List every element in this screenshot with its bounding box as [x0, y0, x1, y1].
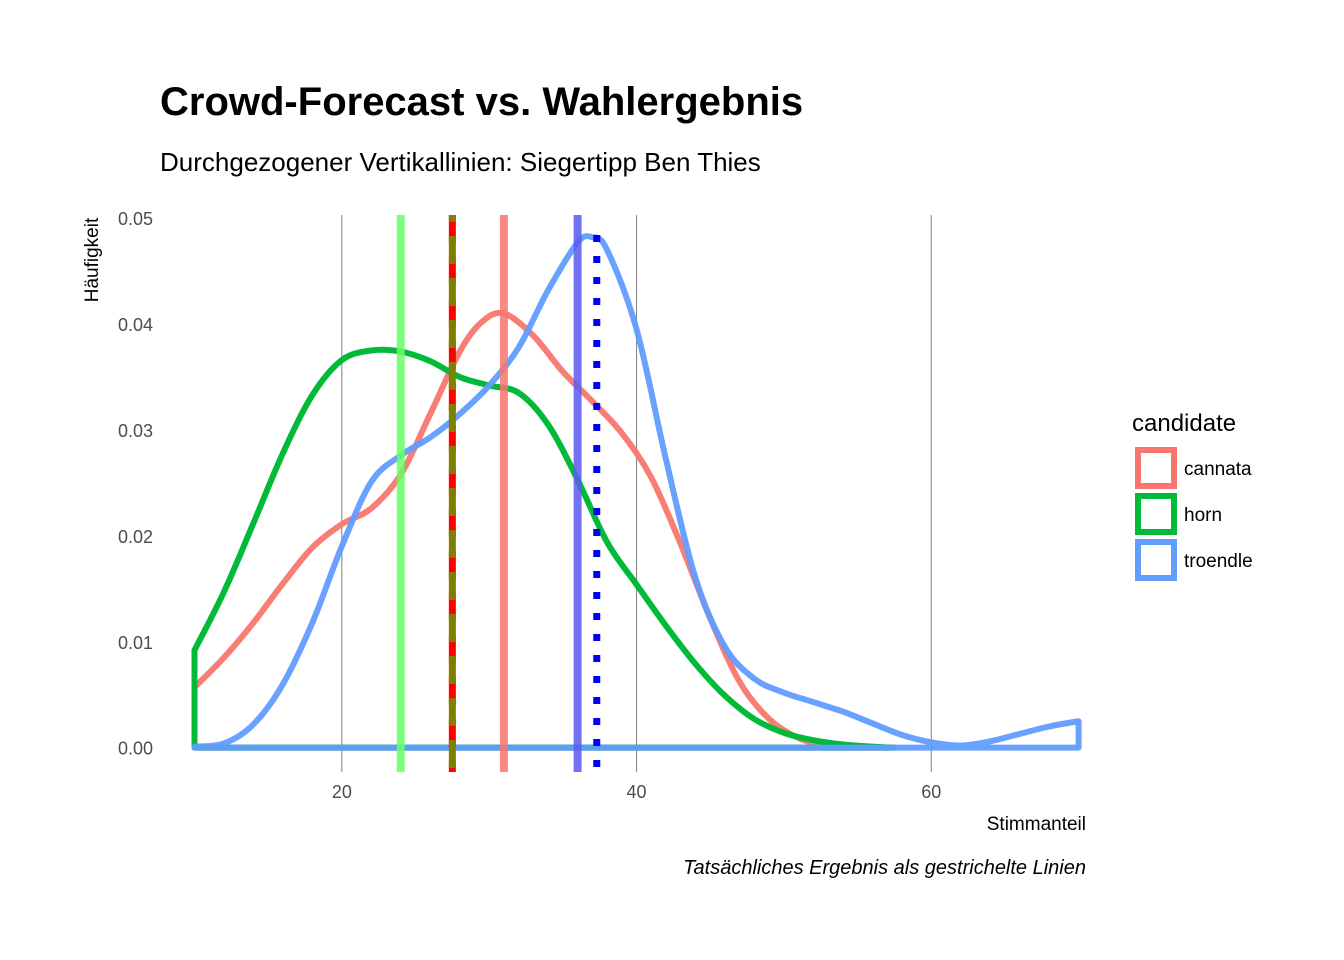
y-tick-label: 0.03 — [118, 421, 153, 441]
y-tick-label: 0.04 — [118, 315, 153, 335]
chart-caption: Tatsächliches Ergebnis als gestrichelte … — [683, 857, 1086, 879]
legend-title: candidate — [1132, 410, 1236, 437]
y-tick-label: 0.01 — [118, 633, 153, 653]
legend-label-cannata: cannata — [1184, 459, 1252, 480]
legend-label-horn: horn — [1184, 505, 1222, 526]
y-tick-label: 0.02 — [118, 527, 153, 547]
density-line-cannata — [191, 309, 891, 751]
grid — [341, 215, 932, 772]
chart-subtitle: Durchgezogener Vertikallinien: Siegertip… — [160, 147, 761, 177]
chart-title: Crowd-Forecast vs. Wahlergebnis — [160, 80, 803, 124]
x-tick-label: 60 — [921, 782, 941, 802]
legend: candidate cannata horn troendle — [1132, 410, 1253, 581]
y-axis-title: Häufigkeit — [82, 217, 103, 302]
x-tick-label: 40 — [627, 782, 647, 802]
density-line-troendle — [191, 233, 1082, 751]
y-axis-ticks: 0.00 0.01 0.02 0.03 0.04 0.05 — [118, 209, 153, 758]
x-axis-title: Stimmanteil — [987, 814, 1086, 835]
legend-items: cannata horn troendle — [1135, 447, 1253, 581]
x-tick-label: 20 — [332, 782, 352, 802]
y-tick-label: 0.05 — [118, 209, 153, 229]
legend-key-cannata — [1135, 447, 1177, 489]
density-line-horn — [191, 346, 898, 751]
vertical-lines — [396, 215, 601, 772]
legend-key-horn — [1135, 493, 1177, 535]
legend-label-troendle: troendle — [1184, 551, 1253, 572]
legend-key-troendle — [1135, 539, 1177, 581]
y-tick-label: 0.00 — [118, 739, 153, 759]
density-series — [191, 233, 1082, 751]
x-axis-ticks: 20 40 60 — [332, 782, 941, 802]
